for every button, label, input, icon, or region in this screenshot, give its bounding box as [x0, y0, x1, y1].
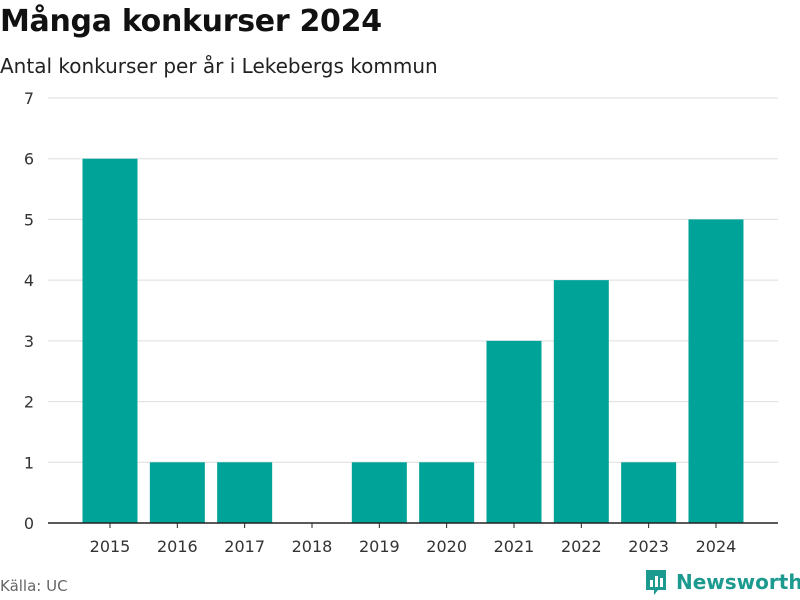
x-axis-ticks: 2015 2016 2017 2018 2019 2020 2021 2022 2023 2024 — [90, 523, 737, 556]
gridlines — [48, 97, 778, 463]
bar-2015 — [82, 158, 138, 523]
x-tick-label: 2023 — [628, 537, 669, 556]
bar-2017 — [217, 462, 273, 523]
bar-2022 — [553, 280, 609, 523]
x-tick-label: 2019 — [359, 537, 400, 556]
x-tick-label: 2020 — [426, 537, 467, 556]
source-note: Källa: UC — [0, 577, 68, 595]
y-tick-label: 1 — [24, 453, 34, 472]
chart-title: Många konkurser 2024 — [0, 4, 382, 39]
x-tick-label: 2015 — [90, 537, 131, 556]
bar-2019 — [351, 462, 407, 523]
bar-2016 — [149, 462, 205, 523]
y-tick-label: 7 — [24, 89, 34, 108]
y-tick-label: 3 — [24, 332, 34, 351]
brand-name: Newsworthy — [676, 570, 800, 594]
bar-2024 — [688, 219, 744, 523]
y-tick-label: 2 — [24, 393, 34, 412]
x-tick-label: 2022 — [561, 537, 602, 556]
brand-logo: Newsworthy — [644, 568, 800, 596]
x-tick-label: 2017 — [224, 537, 265, 556]
y-tick-label: 6 — [24, 150, 34, 169]
bar-2021 — [486, 340, 542, 523]
x-tick-label: 2021 — [494, 537, 535, 556]
x-tick-label: 2016 — [157, 537, 198, 556]
chart-subtitle: Antal konkurser per år i Lekebergs kommu… — [0, 54, 438, 78]
y-tick-label: 5 — [24, 210, 34, 229]
bars — [82, 158, 744, 523]
y-tick-label: 4 — [24, 271, 34, 290]
y-tick-label: 0 — [24, 514, 34, 533]
x-tick-label: 2024 — [696, 537, 737, 556]
newsworthy-logo-icon — [646, 570, 666, 595]
bar-2020 — [419, 462, 475, 523]
x-tick-label: 2018 — [292, 537, 333, 556]
bar-2023 — [621, 462, 677, 523]
y-axis-ticks: 0 1 2 3 4 5 6 7 — [24, 89, 34, 533]
